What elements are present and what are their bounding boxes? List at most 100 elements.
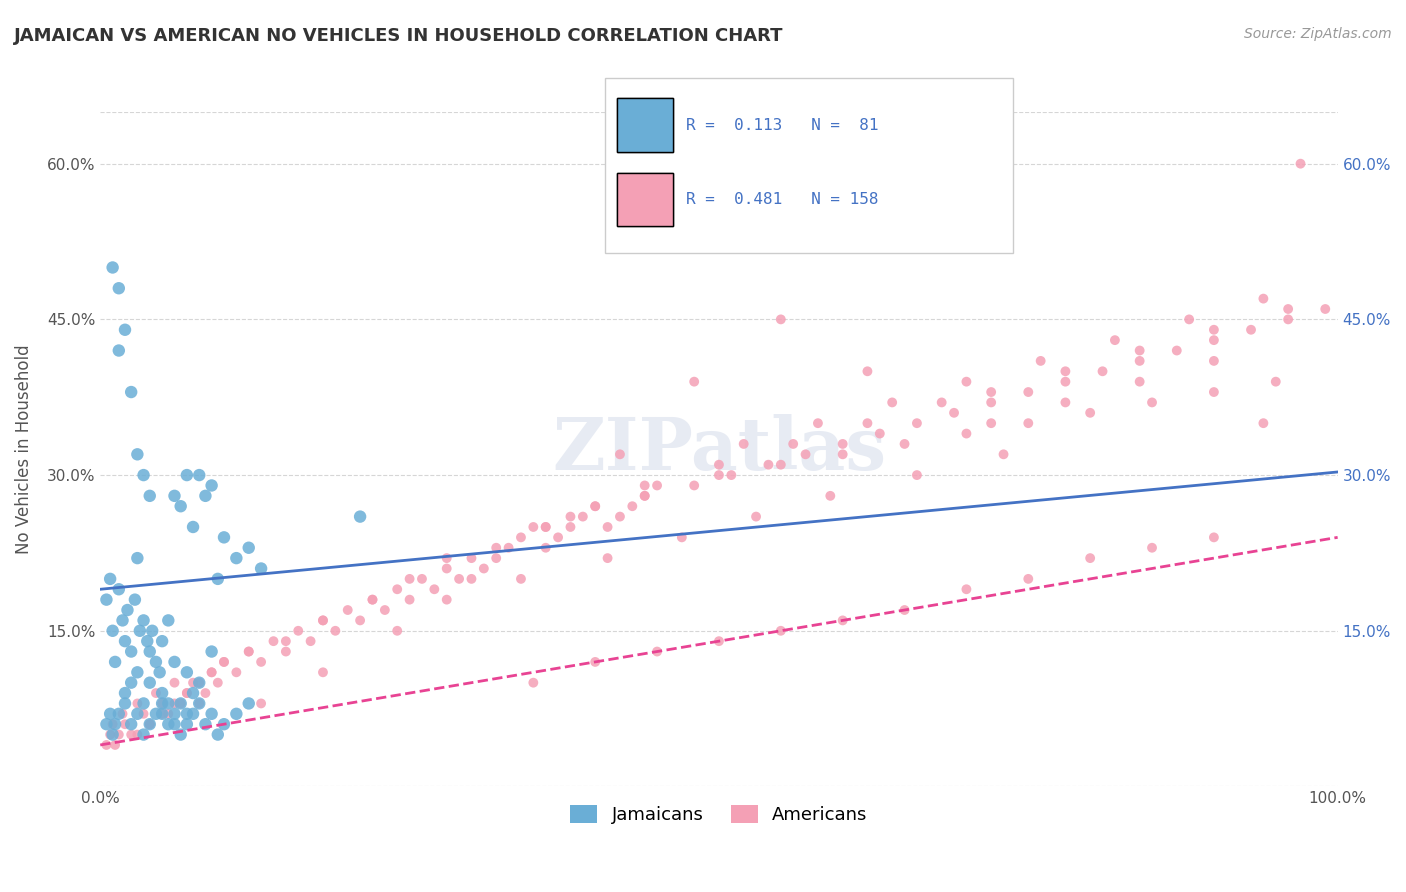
Point: [1240, 323, 1263, 337]
Point: [1277, 312, 1299, 326]
Point: [1166, 343, 1188, 358]
Point: [485, 541, 508, 555]
Point: [325, 624, 347, 638]
Point: [139, 675, 162, 690]
Point: [1202, 333, 1225, 347]
Point: [139, 717, 162, 731]
Point: [993, 447, 1015, 461]
Point: [769, 458, 792, 472]
Point: [1017, 385, 1039, 400]
Point: [114, 323, 136, 337]
Point: [212, 530, 235, 544]
Point: [176, 686, 198, 700]
Point: [1140, 395, 1163, 409]
Point: [336, 603, 359, 617]
Point: [856, 416, 879, 430]
FancyBboxPatch shape: [605, 78, 1014, 253]
Point: [163, 706, 186, 721]
Point: [170, 697, 193, 711]
Point: [212, 655, 235, 669]
Point: [1091, 364, 1114, 378]
Point: [98, 572, 121, 586]
Point: [132, 697, 155, 711]
Point: [136, 634, 159, 648]
Point: [238, 697, 260, 711]
Point: [472, 561, 495, 575]
Point: [263, 634, 285, 648]
Point: [127, 728, 149, 742]
Point: [869, 426, 891, 441]
Point: [98, 706, 121, 721]
Point: [120, 717, 142, 731]
Point: [609, 509, 631, 524]
Point: [1264, 375, 1286, 389]
Point: [163, 675, 186, 690]
Point: [1104, 333, 1126, 347]
Point: [170, 697, 193, 711]
Point: [782, 437, 804, 451]
Point: [460, 551, 482, 566]
Point: [111, 614, 134, 628]
Point: [931, 395, 953, 409]
Point: [510, 530, 533, 544]
Point: [98, 728, 121, 742]
Point: [547, 530, 569, 544]
Point: [114, 686, 136, 700]
Point: [176, 717, 198, 731]
Point: [707, 468, 730, 483]
Point: [831, 447, 853, 461]
Point: [181, 520, 204, 534]
Point: [207, 728, 229, 742]
Point: [114, 634, 136, 648]
Point: [132, 614, 155, 628]
Point: [460, 572, 482, 586]
Point: [157, 717, 180, 731]
Point: [132, 706, 155, 721]
Point: [769, 312, 792, 326]
Point: [101, 717, 124, 731]
Point: [176, 665, 198, 680]
Point: [583, 500, 606, 514]
Point: [111, 706, 134, 721]
Point: [534, 520, 557, 534]
Point: [188, 468, 211, 483]
Point: [127, 551, 149, 566]
Point: [856, 364, 879, 378]
Point: [124, 592, 146, 607]
Point: [671, 530, 693, 544]
Point: [807, 416, 830, 430]
Point: [583, 655, 606, 669]
Point: [194, 489, 217, 503]
Text: JAMAICAN VS AMERICAN NO VEHICLES IN HOUSEHOLD CORRELATION CHART: JAMAICAN VS AMERICAN NO VEHICLES IN HOUS…: [14, 27, 783, 45]
Point: [96, 717, 118, 731]
Point: [683, 375, 706, 389]
Point: [831, 614, 853, 628]
Point: [188, 675, 211, 690]
Point: [1253, 416, 1275, 430]
Point: [634, 478, 657, 492]
Point: [449, 572, 471, 586]
Point: [707, 634, 730, 648]
Point: [163, 489, 186, 503]
FancyBboxPatch shape: [617, 172, 673, 227]
Point: [181, 706, 204, 721]
Point: [194, 717, 217, 731]
Point: [145, 655, 167, 669]
Text: R =  0.113   N =  81: R = 0.113 N = 81: [686, 118, 877, 133]
Point: [157, 614, 180, 628]
Point: [374, 603, 396, 617]
Point: [176, 706, 198, 721]
Point: [387, 582, 409, 597]
Point: [398, 572, 420, 586]
Point: [120, 728, 142, 742]
Point: [176, 468, 198, 483]
Point: [634, 489, 657, 503]
Point: [139, 644, 162, 658]
Text: Source: ZipAtlas.com: Source: ZipAtlas.com: [1244, 27, 1392, 41]
Point: [980, 395, 1002, 409]
Point: [170, 728, 193, 742]
Point: [250, 561, 273, 575]
Point: [104, 655, 127, 669]
Point: [108, 281, 131, 295]
Point: [485, 551, 508, 566]
